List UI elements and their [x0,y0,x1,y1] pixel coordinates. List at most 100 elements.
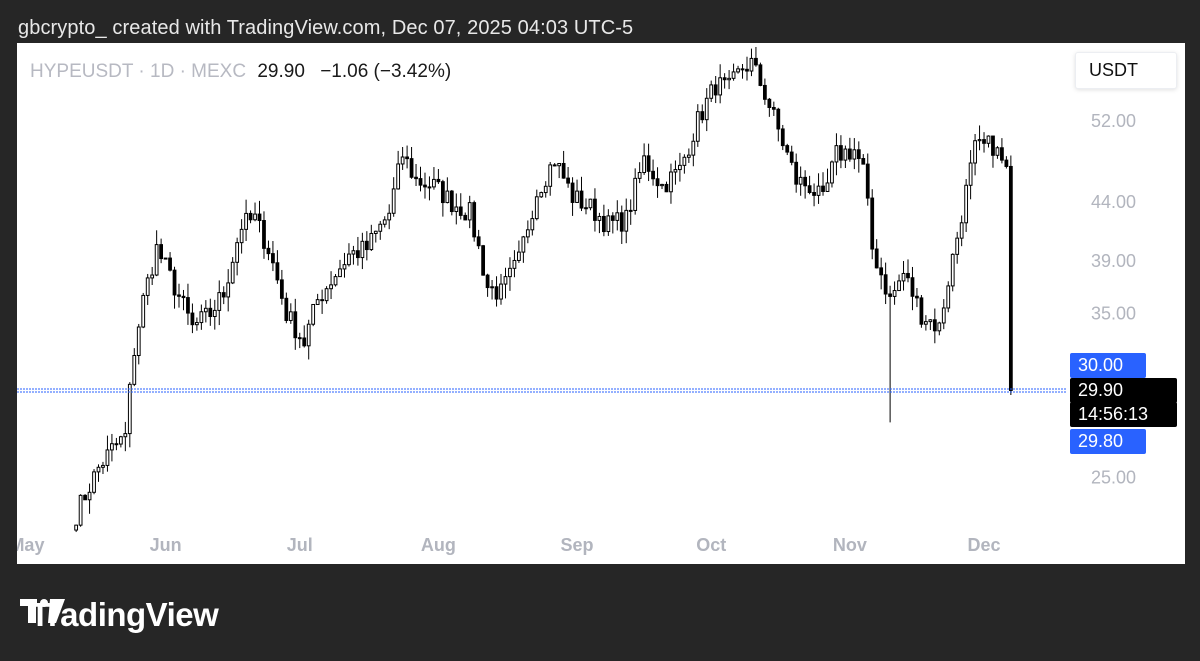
candle-down [114,443,119,446]
candle-up [230,261,235,284]
candle-up [391,188,396,214]
candle-down [780,128,785,147]
symbol-legend: HYPEUSDT · 1D · MEXC 29.90 −1.06 (−3.42%… [30,61,451,83]
candle-up [217,292,222,311]
candle-up [588,198,593,209]
candle-down [771,106,776,110]
candle-down [991,135,995,156]
candle-up [92,471,96,493]
candle-down [257,213,262,222]
x-tick-label: Jul [287,535,313,555]
candle-up [347,253,351,266]
candle-down [449,190,454,213]
candle-down [915,295,919,299]
candle-up [118,436,123,445]
candle-up [548,164,553,187]
candle-down [423,184,427,188]
candle-down [83,494,87,501]
candle-up [329,284,333,290]
candle-down [1008,165,1013,391]
candle-down [190,312,195,326]
candle-down [494,286,499,300]
candle-up [499,283,503,300]
candle-up [834,145,839,163]
candle-up [923,321,928,325]
candle-up [432,178,436,188]
candle-down [762,84,767,100]
candle-up [136,326,141,356]
candle-up [624,209,629,232]
candle-up [530,218,535,231]
candle-down [186,297,190,314]
candle-down [159,244,164,260]
candle-down [722,77,727,81]
candle-down [906,272,910,279]
candle-up [253,213,257,221]
candle-up [517,251,521,261]
tradingview-logo[interactable]: TradingView [20,596,219,634]
candle-down [579,190,584,209]
candle-down [982,139,986,144]
legend-symbol: HYPEUSDT · 1D · MEXC [30,61,247,82]
candle-down [856,149,861,160]
candle-up [968,162,973,186]
candle-down [458,206,463,216]
candle-down [785,145,790,153]
candle-up [731,71,736,79]
candle-down [168,257,172,271]
price-label-text: 14:56:13 [1078,404,1148,424]
candle-down [302,337,307,347]
candle-up [727,77,731,81]
price-label-text: 29.90 [1078,380,1123,400]
candle-up [199,311,204,324]
candle-down [481,245,486,276]
y-tick-label: 52.00 [1091,111,1136,131]
candle-up [642,155,647,174]
candle-up [101,464,105,468]
candle-up [830,161,834,184]
candle-down [767,98,772,108]
candle-down [839,145,843,161]
candle-down [700,111,705,121]
candle-up [986,135,991,144]
candle-down [181,295,186,299]
candle-down [861,158,866,165]
candle-down [208,307,213,318]
candle-up [369,232,374,251]
candle-down [472,202,477,238]
chart-panel[interactable]: May Jun Jul Aug Sep Oct Nov Dec 52.00 44.00 39.00 3… [17,43,1185,564]
candle-up [584,207,588,210]
price-label-badge [1070,378,1177,403]
candle-up [74,524,79,531]
candle-down [610,215,615,221]
candle-up [239,228,244,244]
candle-up [324,288,329,302]
price-chart[interactable]: May Jun Jul Aug Sep Oct Nov Dec 52.00 44.00 39.00 3… [17,43,1185,564]
candle-up [557,162,562,167]
candle-up [315,299,320,305]
candle-up [749,57,754,72]
candle-down [1000,147,1004,161]
candle-up [512,259,517,269]
y-tick-label: 35.00 [1091,304,1136,324]
candle-up [843,148,848,161]
candle-up [96,466,101,473]
candle-up [892,290,897,297]
currency-button[interactable]: USDT [1075,52,1177,89]
candle-up [816,185,821,196]
candle-down [619,212,624,232]
candle-up [973,140,977,164]
candle-up [87,491,92,501]
candle-up [244,212,248,230]
candle-down [874,248,879,269]
candle-down [570,182,575,203]
candle-down [789,151,794,163]
candle-down [440,181,445,204]
candle-up [695,111,700,142]
candle-down [356,250,360,259]
candle-up [704,97,709,121]
candle-down [776,108,781,130]
candle-down [418,178,423,186]
candle-down [865,163,870,199]
legend-change: −1.06 (−3.42%) [320,61,452,82]
